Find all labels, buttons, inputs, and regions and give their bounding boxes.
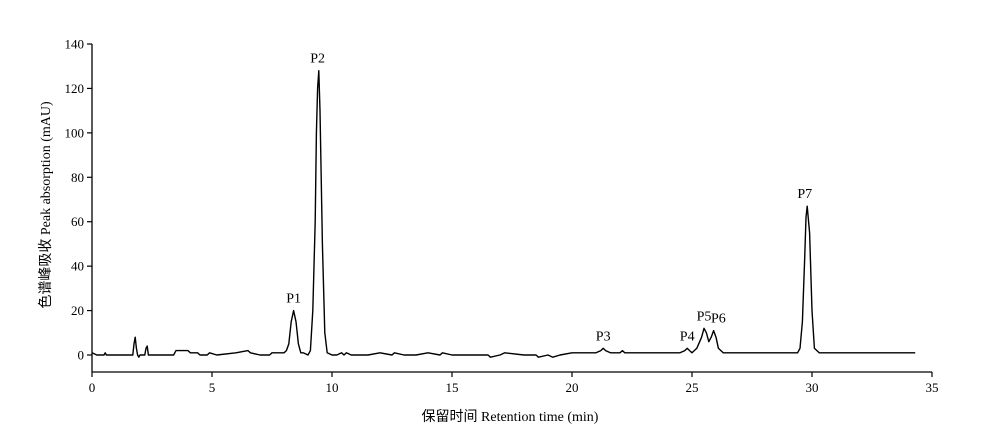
x-tick-label: 25 [686, 380, 699, 395]
peak-label-p6: P6 [711, 312, 726, 327]
y-tick-label: 40 [71, 259, 84, 274]
x-tick-label: 35 [926, 380, 939, 395]
y-tick-label: 80 [71, 170, 84, 185]
peak-label-p1: P1 [286, 292, 301, 307]
axes [91, 44, 932, 373]
series [91, 70, 916, 358]
y-tick-label: 20 [71, 303, 84, 318]
x-tick-label: 30 [806, 380, 819, 395]
y-tick-label: 0 [78, 348, 85, 363]
y-axis-title: 色谱峰吸收 Peak absorption (mAU) [37, 101, 54, 309]
peak-label-p3: P3 [596, 329, 611, 344]
x-tick-label: 10 [326, 380, 339, 395]
x-axis-title: 保留时间 Retention time (min) [422, 409, 599, 425]
y-tick-label: 120 [65, 81, 85, 96]
x-tick-label: 15 [446, 380, 459, 395]
peak-label-p2: P2 [310, 52, 325, 67]
y-tick-label: 100 [65, 125, 85, 140]
peak-label-p7: P7 [797, 187, 812, 202]
peak-label-p4: P4 [680, 329, 695, 344]
x-tick-label: 5 [209, 380, 216, 395]
x-tick-label: 0 [89, 380, 96, 395]
peak-label-p5: P5 [697, 309, 712, 324]
ticks: 0 5 10 15 20 25 30 35 0 20 40 60 80 100 120 140 [65, 37, 939, 396]
x-tick-label: 20 [566, 380, 579, 395]
y-tick-label: 60 [71, 214, 84, 229]
y-tick-label: 140 [65, 37, 85, 52]
chromatogram-trace [91, 70, 916, 358]
